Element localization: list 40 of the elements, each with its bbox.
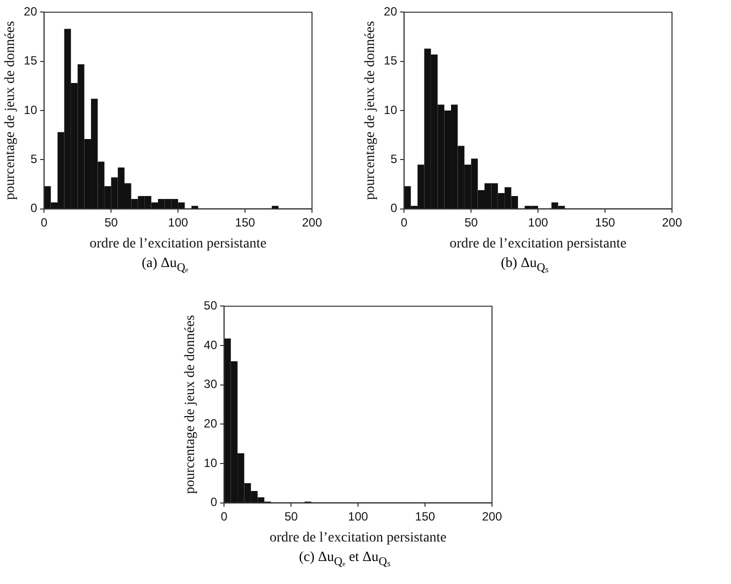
x-tick-label: 50 [464,215,478,230]
x-tick-label: 150 [415,509,436,524]
x-tick-label: 200 [662,215,682,230]
y-tick-label: 10 [24,102,38,117]
text: (c) Δu$_{Qₑ}$ et Δu$_{Qₛ}$ [298,550,392,568]
text: (b) Δu$_{Qₛ}$ [500,256,550,274]
y-tick-label: 15 [24,54,38,68]
x-axis-title: ordre de l’excitation persistante [450,236,627,252]
x-tick-label: 50 [104,215,118,230]
y-tick-label: 40 [204,338,218,352]
y-tick-label: 10 [204,456,218,470]
y-axis-title: pourcentage de jeux de données [3,21,18,200]
y-tick-label: 20 [204,416,218,430]
y-tick-label: 10 [384,102,398,117]
y-tick-label: 20 [384,4,398,19]
y-tick-label: 0 [390,201,398,216]
x-tick-label: 100 [348,509,368,524]
x-tick-label: 100 [528,215,548,230]
x-axis-title: ordre de l’excitation persistante [90,236,267,252]
y-tick-label: 5 [30,152,38,166]
x-tick-label: 0 [400,215,408,230]
y-tick-label: 30 [204,377,218,392]
y-axis-title: pourcentage de jeux de données [183,315,198,494]
x-tick-label: 150 [235,215,256,230]
x-tick-label: 200 [482,509,502,524]
y-tick-label: 0 [210,495,218,510]
y-tick-label: 20 [24,4,38,19]
x-tick-label: 0 [40,215,48,230]
x-axis-title: ordre de l’excitation persistante [270,530,447,546]
x-tick-label: 200 [302,215,322,230]
y-tick-label: 5 [390,152,398,166]
x-tick-label: 50 [284,509,298,524]
y-tick-label: 50 [204,298,218,313]
x-tick-label: 100 [168,215,188,230]
x-tick-label: 0 [220,509,228,524]
text: (a) Δu$_{Qₑ}$ [140,256,190,274]
y-tick-label: 15 [384,54,398,68]
y-tick-label: 0 [30,201,38,216]
x-tick-label: 150 [595,215,616,230]
y-axis-title: pourcentage de jeux de données [363,21,378,200]
